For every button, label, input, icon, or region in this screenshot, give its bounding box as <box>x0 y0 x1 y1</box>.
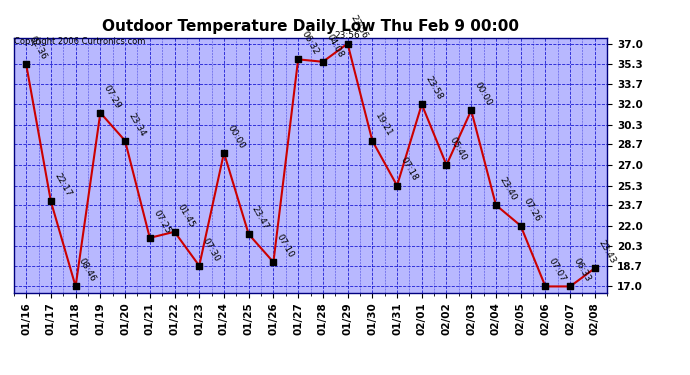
Point <box>491 202 502 208</box>
Point <box>564 284 575 290</box>
Point <box>367 138 378 144</box>
Point <box>416 101 427 107</box>
Point <box>391 183 402 189</box>
Text: 23:43: 23:43 <box>596 239 617 266</box>
Text: 07:26: 07:26 <box>522 196 543 223</box>
Point <box>268 259 279 265</box>
Text: 07:30: 07:30 <box>201 236 221 263</box>
Text: 02:36: 02:36 <box>28 34 48 62</box>
Point <box>119 138 130 144</box>
Point <box>144 235 155 241</box>
Text: 07:29: 07:29 <box>101 83 122 110</box>
Title: Outdoor Temperature Daily Low Thu Feb 9 00:00: Outdoor Temperature Daily Low Thu Feb 9 … <box>102 18 519 33</box>
Text: 23:56: 23:56 <box>335 31 360 40</box>
Point <box>95 110 106 116</box>
Text: 23:34: 23:34 <box>126 111 147 138</box>
Text: 06:33: 06:33 <box>571 257 592 284</box>
Point <box>466 107 477 113</box>
Point <box>317 59 328 65</box>
Point <box>169 229 180 235</box>
Point <box>219 150 230 156</box>
Point <box>342 40 353 46</box>
Point <box>293 56 304 62</box>
Text: 05:40: 05:40 <box>448 135 469 162</box>
Point <box>589 265 600 271</box>
Text: 23:58: 23:58 <box>423 75 444 102</box>
Text: Copyright 2006 Curtronics.com: Copyright 2006 Curtronics.com <box>14 38 145 46</box>
Text: 06:32: 06:32 <box>299 30 320 57</box>
Point <box>515 223 526 229</box>
Point <box>70 284 81 290</box>
Point <box>540 284 551 290</box>
Point <box>441 162 452 168</box>
Point <box>194 263 205 269</box>
Text: 00:00: 00:00 <box>473 81 493 108</box>
Text: 01:45: 01:45 <box>176 202 197 229</box>
Text: 23:56: 23:56 <box>349 14 370 41</box>
Text: 07:10: 07:10 <box>275 232 295 260</box>
Text: 07:18: 07:18 <box>398 156 419 183</box>
Text: 04:08: 04:08 <box>324 32 345 59</box>
Text: 23:40: 23:40 <box>497 176 518 202</box>
Text: 07:25: 07:25 <box>151 208 172 235</box>
Point <box>21 61 32 67</box>
Text: 08:46: 08:46 <box>77 257 98 284</box>
Text: 07:07: 07:07 <box>546 257 567 284</box>
Text: 22:17: 22:17 <box>52 172 73 199</box>
Text: 19:21: 19:21 <box>374 111 395 138</box>
Text: 23:47: 23:47 <box>250 205 270 231</box>
Text: 00:00: 00:00 <box>226 123 246 150</box>
Point <box>243 231 254 237</box>
Point <box>46 198 57 204</box>
